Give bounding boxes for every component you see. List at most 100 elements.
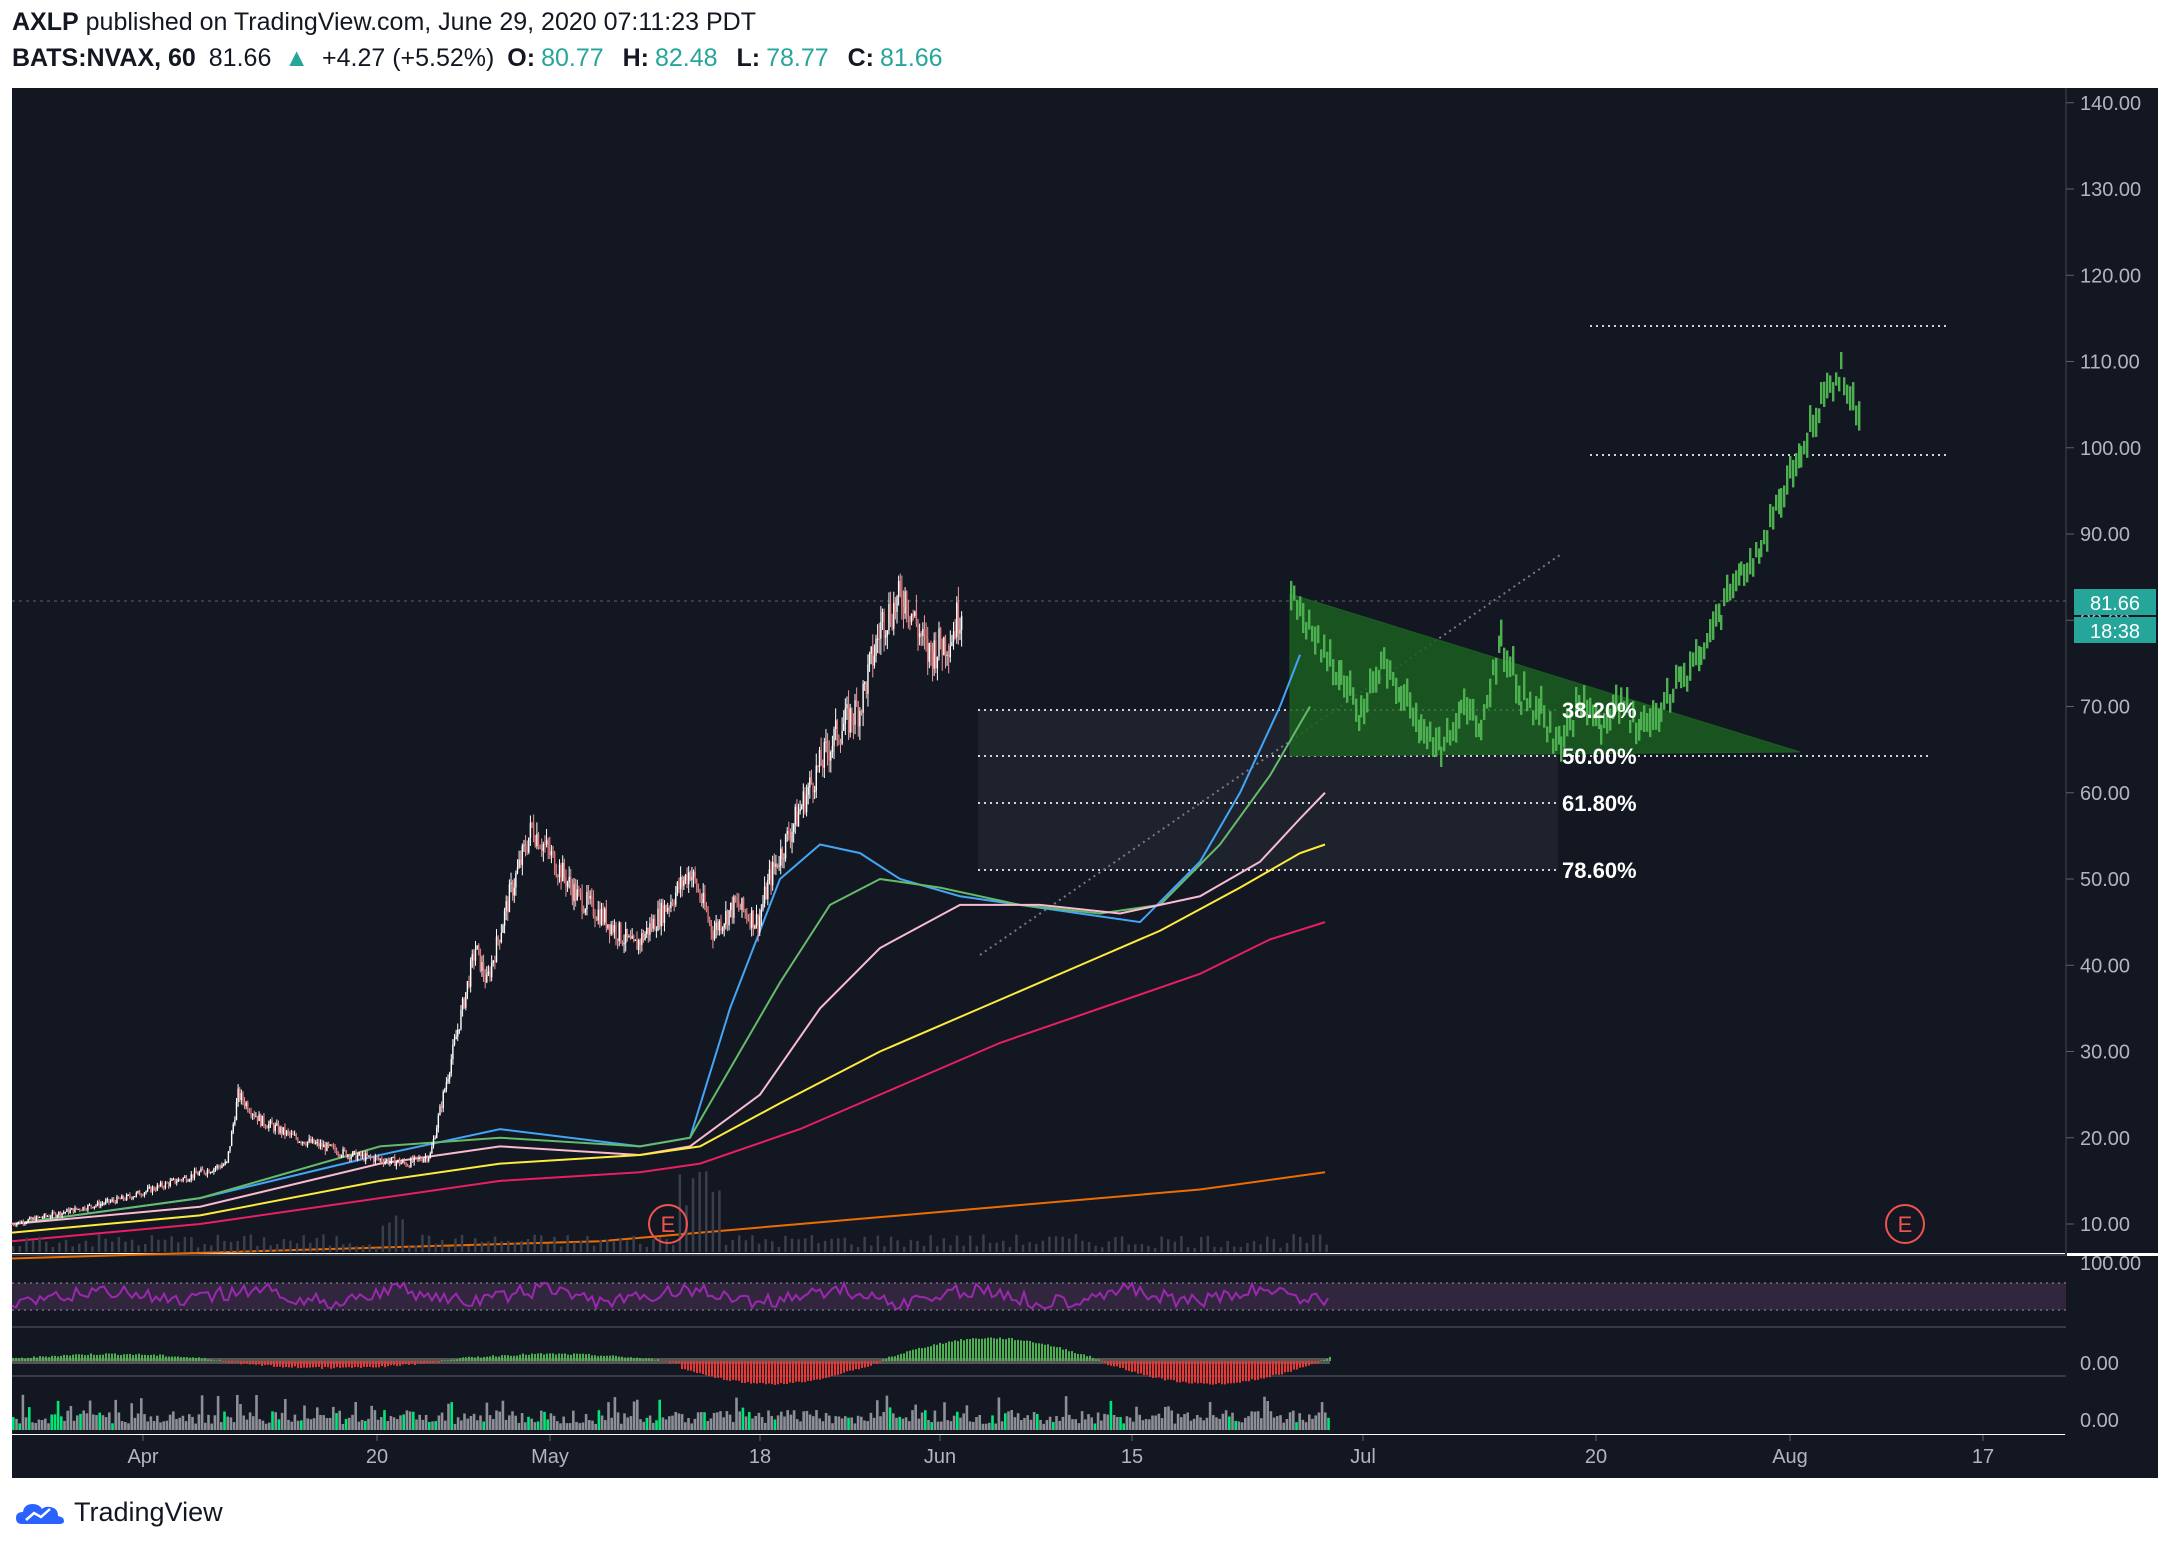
momentum-bar [255,1361,257,1365]
time-axis[interactable] [12,1435,2158,1478]
projection-candle [1480,719,1483,741]
candle-body [738,901,740,908]
momentum-bar [768,1361,770,1384]
momentum-bar [153,1354,155,1361]
candle-body [912,613,914,616]
projection-candle [1740,561,1743,576]
volume-bar [1114,1237,1117,1252]
candle-body [503,910,506,926]
volume-histogram-bar [1183,1414,1186,1430]
projection-candle [1669,694,1672,713]
candle-body [427,1157,430,1161]
earnings-marker[interactable]: E [1885,1204,1925,1244]
price-pane[interactable] [12,88,2066,1253]
candle-body [666,907,669,912]
volume-histogram-bar [1199,1417,1202,1430]
candle-body [518,859,520,868]
momentum-bar [1014,1340,1016,1361]
candle-body [30,1217,33,1220]
momentum-bar [312,1361,314,1368]
momentum-bar [507,1355,509,1361]
projection-candle [1672,688,1675,703]
volume-histogram-bar [1205,1417,1209,1430]
volume-histogram-bar [88,1400,92,1430]
candle-body [274,1125,276,1132]
candle-body [812,783,814,793]
momentum-bar [984,1338,986,1361]
volume-histogram-bar [671,1415,674,1430]
volume-bar [903,1246,906,1252]
earnings-marker[interactable]: E [648,1204,688,1244]
candle-body [272,1124,275,1132]
momentum-bar [459,1358,461,1361]
projection-candle [1623,701,1626,716]
symbol-label[interactable]: BATS:NVAX, 60 [12,44,196,72]
volume-histogram-bar [44,1418,47,1430]
candle-body [633,936,635,941]
projection-candle [1806,432,1809,458]
fib-label-382: 38.20% [1562,698,1637,723]
candle-body [918,633,921,638]
momentum-bar [606,1355,608,1361]
tradingview-logo[interactable]: TradingView [14,1496,223,1528]
volume-pane[interactable] [12,1377,2066,1434]
candle-body [744,910,746,913]
candle-body [293,1134,296,1136]
candle-body [310,1138,312,1143]
volume-histogram-bar [821,1421,825,1430]
volume-histogram-bar [370,1405,373,1430]
candle-body [50,1216,52,1218]
candle-body [944,637,947,657]
candle-body [621,941,624,945]
volume-histogram-bar [450,1402,453,1430]
momentum-bar [1236,1361,1238,1383]
volume-bar [830,1238,833,1252]
volume-bar [375,1247,378,1252]
volume-bar [856,1246,860,1252]
candle-body [623,943,625,945]
author-name[interactable]: AXLP [12,8,79,36]
momentum-bar [528,1354,530,1361]
price-axis[interactable] [2066,88,2158,1253]
volume-histogram-bar [1004,1413,1007,1430]
candle-body [628,936,630,938]
volume-histogram-bar [1151,1415,1154,1430]
candle-body [823,742,826,768]
volume-bar [111,1241,114,1252]
momentum-bar [981,1338,983,1361]
candle-body [184,1176,186,1178]
volume-bar [1213,1246,1216,1252]
momentum-bar [1209,1361,1211,1385]
momentum-bar [642,1358,644,1361]
projection-candle [1838,376,1841,392]
candle-body [650,923,653,929]
momentum-bar [12,1358,14,1361]
momentum-bar [861,1361,863,1368]
volume-bar [546,1243,550,1252]
candle-body [781,848,784,860]
candle-body [98,1201,100,1207]
candle-body [545,840,548,845]
momentum-bar [570,1354,572,1361]
candle-body [151,1187,154,1193]
candle-body [891,623,893,629]
volume-bar [408,1246,411,1252]
candle-body [928,643,931,662]
volume-histogram-bar [655,1420,658,1430]
projection-candle [1758,548,1761,564]
momentum-bar [807,1361,809,1381]
candle-body [660,902,662,927]
volume-histogram-bar [818,1418,821,1430]
momentum-bar [495,1356,497,1361]
volume-histogram-bar [716,1412,719,1430]
candle-body [188,1179,191,1181]
candle-body [124,1199,126,1201]
volume-histogram-bar [1071,1419,1074,1430]
momentum-bar [234,1361,236,1363]
candle-body [658,908,661,927]
projection-candle [1586,699,1589,726]
momentum-bar [1107,1361,1109,1366]
candle-body [765,886,767,900]
candle-body [705,907,708,912]
